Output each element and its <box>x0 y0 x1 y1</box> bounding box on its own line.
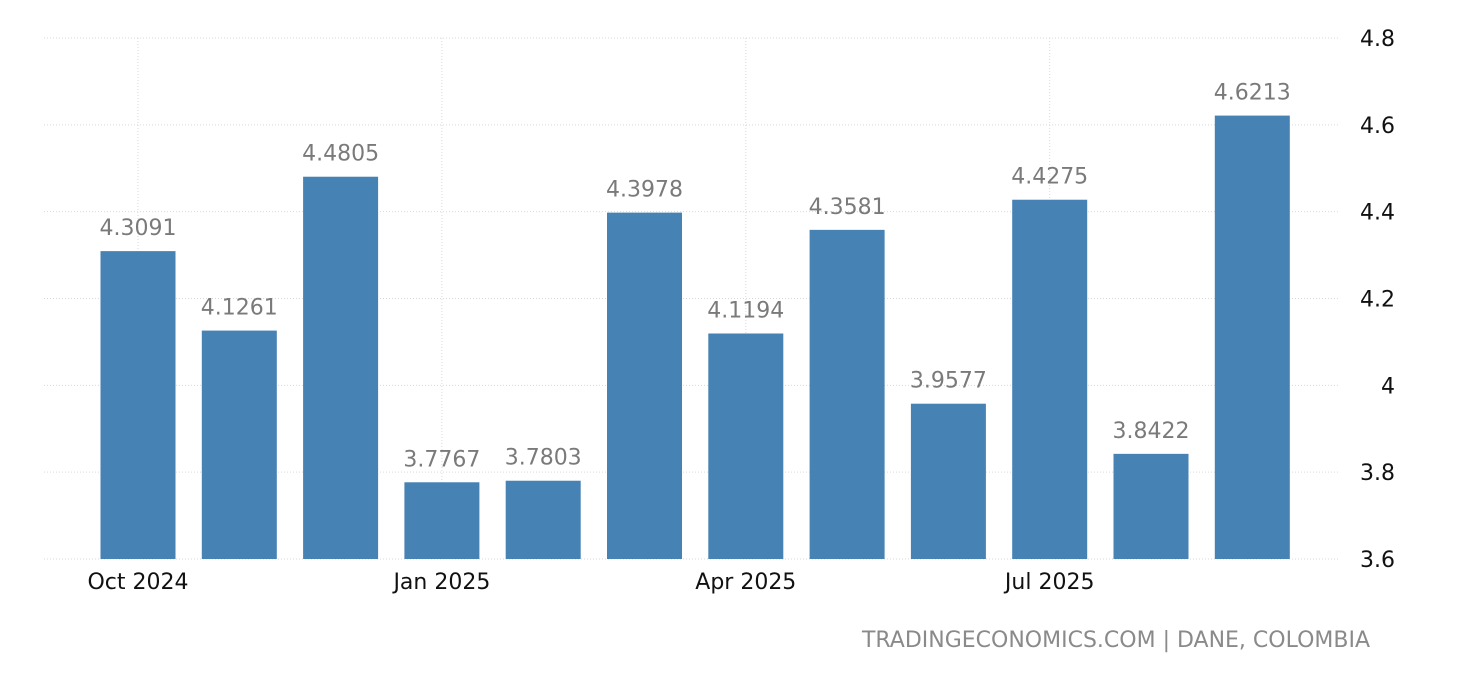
bar-2025-01 <box>404 482 480 559</box>
bars <box>100 115 1290 560</box>
bar-2025-03 <box>607 212 682 559</box>
bar-2025-09 <box>1214 115 1290 560</box>
value-label: 4.4805 <box>302 142 379 167</box>
value-label: 3.7803 <box>505 446 582 471</box>
y-tick-label: 4.4 <box>1360 201 1395 226</box>
y-tick-label: 3.8 <box>1360 461 1395 486</box>
x-tick-label: Jan 2025 <box>391 570 490 595</box>
value-label: 4.3581 <box>809 195 886 220</box>
y-tick-label: 3.6 <box>1360 548 1395 573</box>
x-axis: Oct 2024 Jan 2025 Apr 2025 Jul 2025 <box>87 570 1094 595</box>
y-tick-label: 4.6 <box>1360 114 1395 139</box>
value-label: 4.3091 <box>100 216 177 241</box>
bar-2024-10 <box>100 251 176 559</box>
bar-2025-06 <box>910 403 986 559</box>
y-tick-label: 4.8 <box>1360 27 1395 52</box>
value-label: 3.8422 <box>1113 419 1190 444</box>
bar-2024-12 <box>303 176 379 559</box>
x-tick-label: Jul 2025 <box>1003 570 1095 595</box>
value-label: 4.4275 <box>1011 165 1088 190</box>
bar-2025-04 <box>708 333 784 559</box>
y-tick-label: 4 <box>1381 374 1395 399</box>
y-axis: 3.6 3.8 4 4.2 4.4 4.6 4.8 <box>1360 27 1395 573</box>
source-credit: TRADINGECONOMICS.COM | DANE, COLOMBIA <box>861 628 1370 653</box>
value-label: 4.6213 <box>1214 81 1291 106</box>
value-label: 3.9577 <box>910 369 987 394</box>
value-label: 3.7767 <box>403 447 480 472</box>
value-label: 4.1194 <box>707 298 784 323</box>
value-label: 4.3978 <box>606 178 683 203</box>
bar-2025-08 <box>1113 453 1189 559</box>
bar-2025-07 <box>1012 199 1088 559</box>
bar-2025-02 <box>505 480 581 559</box>
x-tick-label: Oct 2024 <box>87 570 188 595</box>
x-tick-label: Apr 2025 <box>695 570 796 595</box>
bar-2025-05 <box>809 229 885 559</box>
value-label: 4.1261 <box>201 296 278 321</box>
bar-2024-11 <box>201 330 277 559</box>
value-labels: 4.3091 4.1261 4.4805 3.7767 3.7803 4.3978 4.11… <box>100 81 1291 473</box>
y-tick-label: 4.2 <box>1360 288 1395 313</box>
